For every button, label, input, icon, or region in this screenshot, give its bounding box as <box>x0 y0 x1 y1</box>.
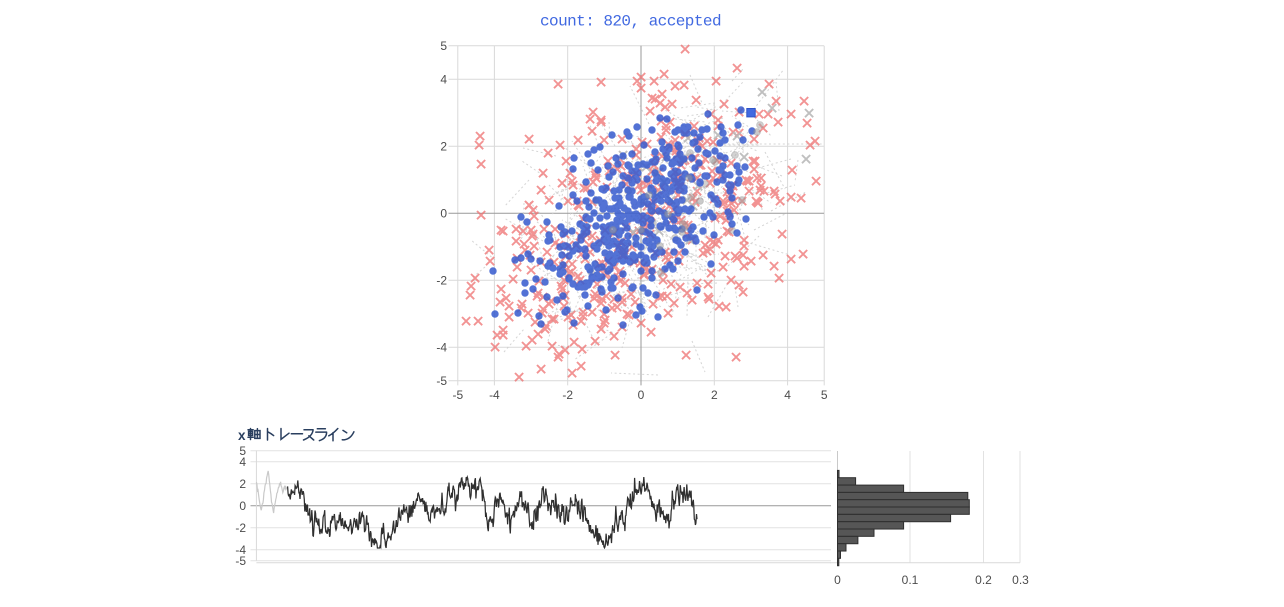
svg-text:-2: -2 <box>562 388 573 402</box>
svg-text:2: 2 <box>239 477 246 491</box>
svg-text:0.3: 0.3 <box>1012 573 1029 587</box>
svg-text:4: 4 <box>784 388 791 402</box>
svg-text:0: 0 <box>440 206 447 220</box>
svg-text:0: 0 <box>638 388 645 402</box>
svg-text:-2: -2 <box>436 273 447 287</box>
svg-text:-4: -4 <box>489 388 500 402</box>
svg-text:0.2: 0.2 <box>975 573 992 587</box>
svg-text:x: x <box>238 428 246 443</box>
svg-text:-2: -2 <box>235 521 246 535</box>
svg-text:-4: -4 <box>235 543 246 557</box>
svg-text:2: 2 <box>711 388 718 402</box>
svg-text:4: 4 <box>440 72 447 86</box>
svg-text:5: 5 <box>440 39 447 53</box>
svg-text:-5: -5 <box>452 388 463 402</box>
svg-text:5: 5 <box>821 388 828 402</box>
svg-text:5: 5 <box>239 444 246 458</box>
svg-text:-4: -4 <box>436 340 447 354</box>
svg-text:0: 0 <box>239 499 246 513</box>
svg-text:-5: -5 <box>436 374 447 388</box>
svg-text:2: 2 <box>440 139 447 153</box>
svg-text:0: 0 <box>834 573 841 587</box>
svg-text:0.1: 0.1 <box>902 573 919 587</box>
svg-text:-5: -5 <box>235 554 246 568</box>
svg-text:4: 4 <box>239 455 246 469</box>
svg-text:count: 820, accepted: count: 820, accepted <box>540 13 721 31</box>
